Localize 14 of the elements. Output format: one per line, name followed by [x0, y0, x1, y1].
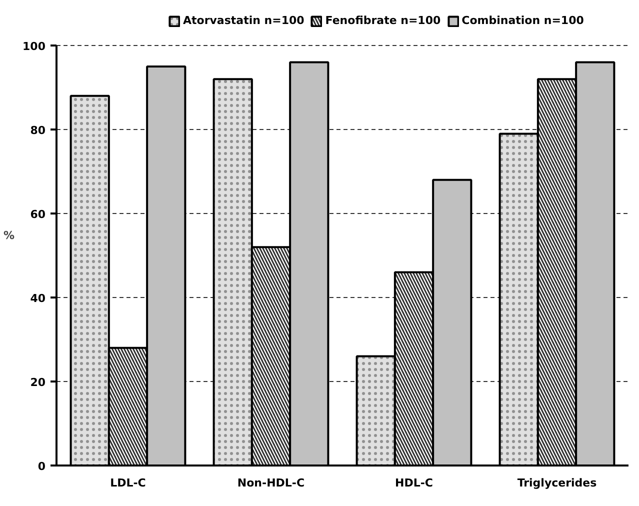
y-tick-label: 0	[38, 460, 46, 473]
x-tick-label: Triglycerides	[517, 476, 598, 490]
x-tick-label: HDL-C	[395, 476, 433, 490]
y-tick-label: 20	[30, 376, 46, 389]
y-tick-label: 60	[30, 208, 46, 221]
y-tick-label: 80	[30, 124, 46, 137]
y-tick-label: 100	[22, 40, 46, 53]
legend-label: Atorvastatin n=100	[183, 14, 304, 27]
y-tick-label: 40	[30, 292, 46, 305]
legend-label: Combination n=100	[462, 14, 584, 27]
x-tick-label: Non-HDL-C	[237, 476, 305, 490]
y-axis-title: %	[4, 229, 15, 242]
legend-label: Fenofibrate n=100	[325, 14, 441, 27]
x-tick-label: LDL-C	[110, 476, 146, 490]
